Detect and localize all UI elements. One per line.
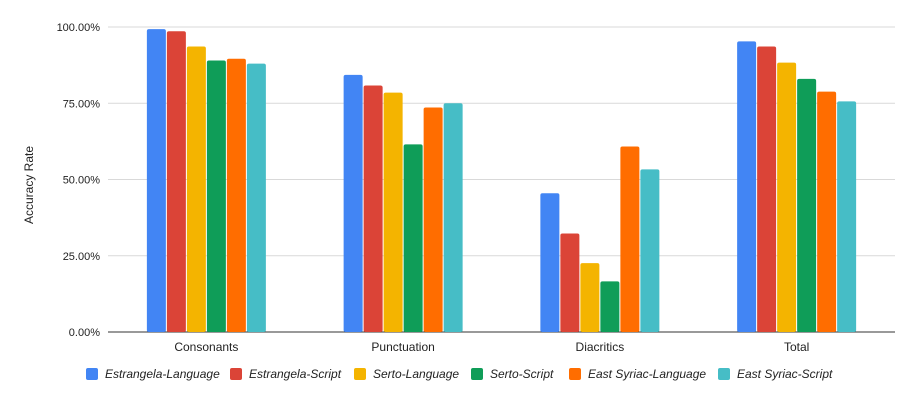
legend-label: East Syriac-Language	[588, 367, 706, 381]
x-tick-label: Consonants	[174, 340, 238, 354]
legend: Estrangela-Language Estrangela-Script Sert…	[86, 367, 833, 381]
y-axis-label: Accuracy Rate	[22, 146, 36, 224]
x-tick-label: Diacritics	[576, 340, 625, 354]
bar	[737, 41, 757, 333]
bars	[146, 29, 857, 333]
bar	[186, 46, 206, 333]
legend-label: Serto-Script	[490, 367, 554, 381]
bar	[363, 85, 383, 332]
bar	[560, 233, 580, 332]
bar	[620, 146, 640, 332]
bar	[540, 193, 560, 332]
bar	[640, 169, 660, 332]
gridlines	[108, 26, 895, 333]
y-tick-label: 100.00%	[57, 22, 101, 34]
bar	[777, 62, 797, 333]
legend-swatch	[354, 368, 366, 380]
x-tick-labels: Consonants Punctuation Diacritics Total	[174, 340, 809, 354]
bar	[206, 60, 226, 333]
x-tick-label: Total	[784, 340, 809, 354]
bar	[423, 107, 443, 333]
y-tick-label: 0.00%	[69, 327, 100, 339]
bar	[146, 29, 166, 332]
bar	[226, 58, 246, 332]
bar	[600, 281, 620, 332]
legend-swatch	[569, 368, 581, 380]
y-tick-labels: 0.00% 25.00% 50.00% 75.00% 100.00%	[57, 22, 101, 339]
legend-label: Estrangela-Language	[105, 367, 220, 381]
bar	[343, 74, 363, 332]
y-tick-label: 50.00%	[63, 175, 101, 187]
bar	[837, 101, 857, 332]
x-tick-label: Punctuation	[371, 340, 434, 354]
y-tick-label: 75.00%	[63, 98, 101, 110]
legend-swatch	[471, 368, 483, 380]
bar	[383, 92, 403, 332]
bar	[580, 263, 600, 332]
legend-swatch	[230, 368, 242, 380]
legend-label: Estrangela-Script	[249, 367, 342, 381]
legend-swatch	[718, 368, 730, 380]
bar	[166, 31, 186, 333]
y-tick-label: 25.00%	[63, 251, 101, 263]
legend-label: East Syriac-Script	[737, 367, 833, 381]
legend-label: Serto-Language	[373, 367, 459, 381]
bar	[817, 91, 837, 332]
legend-swatch	[86, 368, 98, 380]
bar	[443, 103, 463, 332]
bar	[797, 78, 817, 332]
bar	[246, 63, 266, 332]
bar	[757, 46, 777, 333]
bar	[403, 144, 423, 332]
